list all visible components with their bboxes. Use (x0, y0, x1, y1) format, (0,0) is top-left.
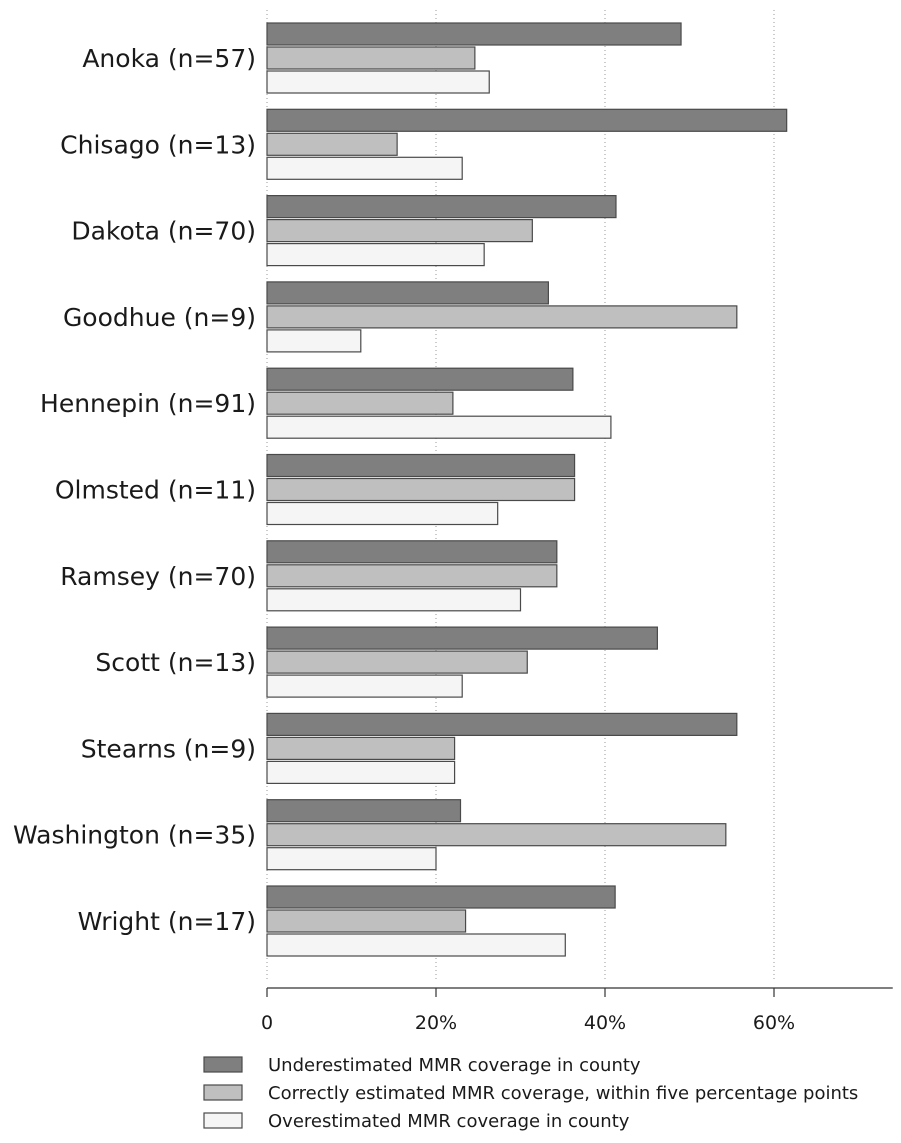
category-label: Goodhue (n=9) (63, 303, 256, 332)
x-tick-label: 20% (415, 1012, 457, 1034)
bar (266, 760, 456, 785)
bar (266, 650, 528, 674)
legend-swatch (203, 1056, 243, 1073)
category-label: Hennepin (n=91) (40, 389, 256, 418)
bar (266, 823, 727, 847)
bar (266, 70, 490, 94)
legend: Underestimated MMR coverage in county Cor… (203, 1055, 858, 1132)
bar (266, 847, 437, 871)
bar (266, 219, 533, 243)
category-label: Scott (n=13) (95, 648, 256, 677)
bar (266, 281, 549, 305)
bar (266, 477, 576, 502)
category-label: Washington (n=35) (13, 821, 256, 850)
category-label: Stearns (n=9) (81, 734, 256, 763)
bar (266, 453, 576, 478)
bar (266, 564, 558, 588)
bar (266, 156, 463, 180)
bar (266, 626, 658, 650)
category-label: Anoka (n=57) (82, 44, 256, 73)
x-axis: 0 20% 40% 60% (261, 987, 893, 1034)
bar (266, 736, 456, 761)
category-label: Wright (n=17) (78, 907, 256, 936)
bar (266, 799, 462, 823)
bar (266, 243, 485, 267)
category-labels: Anoka (n=57) Chisago (n=13) Dakota (n=70) G… (13, 44, 256, 936)
bar (266, 501, 499, 526)
bar (266, 712, 738, 737)
legend-label: Overestimated MMR coverage in county (268, 1111, 630, 1132)
bar (266, 933, 566, 957)
bar (266, 674, 463, 698)
bar (266, 195, 617, 219)
bar (266, 391, 454, 415)
bar (266, 540, 558, 564)
bar (266, 22, 682, 46)
legend-swatch (203, 1112, 243, 1129)
bar (266, 132, 398, 156)
bar (266, 367, 574, 391)
category-label: Ramsey (n=70) (60, 562, 256, 591)
bar (266, 46, 476, 70)
category-label: Chisago (n=13) (60, 130, 256, 159)
category-label: Dakota (n=70) (71, 217, 256, 246)
bars (266, 22, 788, 957)
bar (266, 885, 616, 909)
bar (266, 415, 612, 439)
bar (266, 305, 738, 329)
x-tick-label: 60% (753, 1012, 795, 1034)
bar (266, 329, 362, 353)
legend-label: Correctly estimated MMR coverage, within… (268, 1083, 858, 1104)
x-tick-label: 40% (584, 1012, 626, 1034)
x-tick-label: 0 (261, 1012, 273, 1034)
bar (266, 588, 522, 612)
bar (266, 108, 788, 132)
legend-swatch (203, 1084, 243, 1101)
bar (266, 909, 467, 933)
category-label: Olmsted (n=11) (55, 476, 256, 505)
legend-label: Underestimated MMR coverage in county (268, 1055, 641, 1076)
